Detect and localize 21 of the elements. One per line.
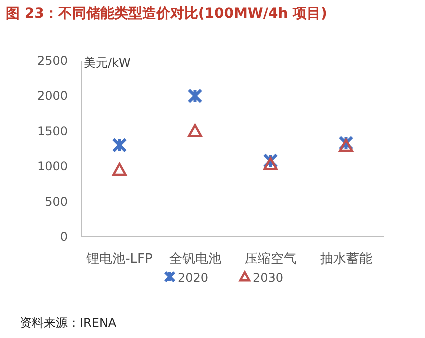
point: [112, 163, 127, 176]
y-tick-label: 1500: [37, 124, 68, 138]
point: [264, 157, 278, 170]
y-tick-label: 0: [60, 230, 68, 244]
point: [339, 139, 354, 152]
legend-label: 2020: [178, 271, 209, 285]
x-tick-label: 抽水蓄能: [320, 252, 372, 267]
legend-label: 2030: [253, 271, 284, 285]
y-tick-label: 1000: [37, 160, 68, 174]
y-tick-label: 2500: [37, 54, 68, 68]
point: [188, 88, 203, 104]
y-tick-label: 2000: [37, 89, 68, 104]
x-tick-label: 全钒电池: [169, 252, 222, 267]
y-axis-title: 美元/kW: [84, 56, 131, 70]
x-tick-label: 锂电池-LFP: [86, 252, 154, 267]
text: 资料来源：IRENA: [20, 316, 118, 330]
y-tick-label: 500: [45, 194, 68, 209]
x-tick-label: 压缩空气: [244, 252, 297, 267]
point: [112, 138, 128, 153]
chart-title: 图 23：不同储能类型造价对比(100MW/4h 项目): [6, 6, 328, 22]
point: [188, 124, 202, 138]
